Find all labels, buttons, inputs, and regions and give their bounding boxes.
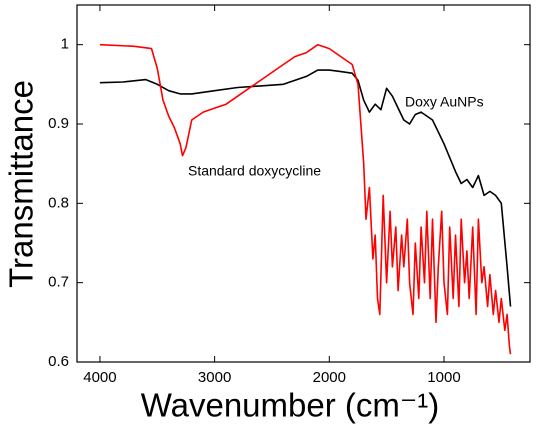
x-tick-label: 3000: [198, 369, 231, 386]
y-tick-label: 0.7: [48, 274, 69, 291]
series-label: Standard doxycycline: [188, 163, 321, 179]
x-axis-label: Wavenumber (cm⁻¹): [141, 387, 440, 424]
series-label: Doxy AuNPs: [405, 94, 484, 110]
y-axis-label: Transmittance: [3, 80, 40, 288]
y-tick-label: 1: [61, 36, 69, 53]
series-line: [99, 69, 512, 307]
plot-frame: [76, 4, 531, 363]
x-tick-label: 2000: [313, 369, 346, 386]
y-tick-label: 0.9: [48, 115, 69, 132]
x-tick-label: 4000: [83, 369, 116, 386]
series-line: [99, 43, 512, 355]
y-tick-label: 0.8: [48, 194, 69, 211]
y-tick-label: 0.6: [48, 353, 69, 370]
x-tick-label: 1000: [427, 369, 460, 386]
